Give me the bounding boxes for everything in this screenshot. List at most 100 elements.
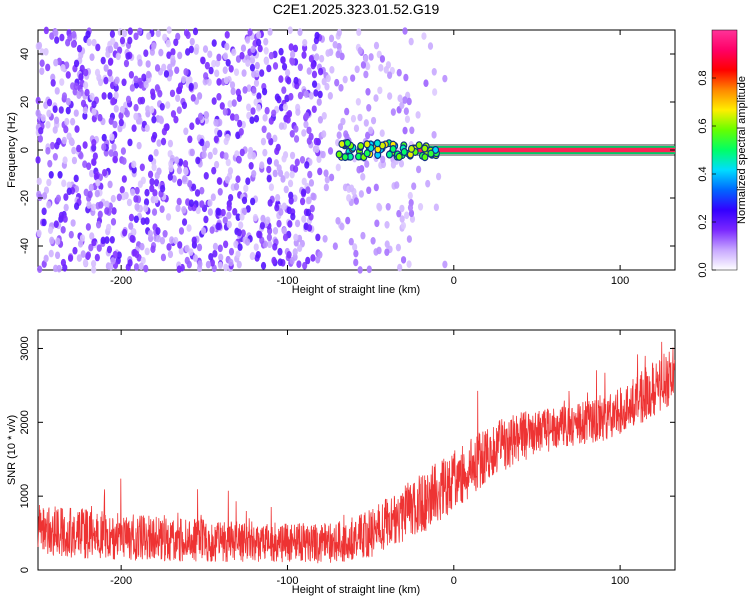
noise-cell (58, 106, 64, 114)
noise-cell (222, 52, 229, 61)
noise-cell (286, 251, 292, 259)
noise-cell (55, 194, 62, 203)
noise-cell (325, 74, 331, 83)
noise-cell (224, 42, 230, 51)
noise-cell (306, 224, 313, 232)
x-tick-label: -200 (110, 575, 132, 587)
noise-cell (231, 48, 237, 57)
noise-cell (321, 112, 327, 120)
noise-cell (170, 48, 176, 56)
noise-cell (373, 183, 379, 192)
noise-cell (166, 26, 172, 34)
noise-cell (268, 51, 274, 60)
noise-cell (303, 120, 309, 129)
noise-cell (340, 117, 346, 126)
noise-cell (52, 105, 58, 113)
noise-cell (293, 76, 299, 85)
noise-cell (211, 39, 217, 47)
noise-cell (36, 229, 42, 238)
noise-cell (134, 203, 140, 211)
x-tick-label: 0 (451, 575, 457, 587)
noise-cell (48, 170, 54, 179)
noise-cell (217, 187, 223, 196)
noise-cell (37, 135, 43, 143)
noise-cell (95, 220, 102, 229)
noise-cell (281, 62, 288, 71)
noise-cell (241, 196, 248, 205)
noise-cell (350, 74, 356, 82)
noise-cell (153, 148, 159, 157)
noise-cell (151, 115, 157, 124)
noise-cell (73, 59, 80, 68)
noise-cell (225, 158, 231, 167)
noise-cell (315, 233, 321, 242)
noise-cell (342, 75, 348, 84)
noise-cell (66, 181, 72, 190)
noise-cell (185, 31, 191, 39)
noise-cell (127, 259, 133, 267)
noise-cell (272, 134, 278, 143)
noise-cell (128, 213, 135, 222)
noise-cell (78, 73, 84, 81)
noise-cell (200, 227, 207, 235)
noise-cell (154, 64, 161, 72)
noise-cell (311, 43, 317, 52)
noise-cell (192, 27, 199, 36)
snr-x-label: Height of straight line (km) (292, 584, 420, 596)
noise-cell (208, 66, 214, 75)
noise-cell (402, 27, 408, 35)
noise-cell (384, 220, 390, 229)
noise-cell (183, 127, 189, 136)
noise-cell (399, 204, 405, 213)
spectrogram-y-ticks: -40 -20 0 20 40 (19, 48, 675, 254)
noise-cell (184, 244, 190, 253)
noise-cell (93, 172, 99, 181)
noise-cell (104, 207, 110, 215)
noise-cell (427, 42, 434, 50)
noise-cell (214, 59, 221, 68)
snr-y-ticks: 0 1000 2000 3000 (19, 336, 675, 573)
noise-cell (202, 45, 209, 53)
noise-cell (207, 208, 213, 216)
noise-cell (339, 222, 345, 231)
noise-cell (296, 260, 302, 269)
noise-cell (76, 91, 82, 99)
noise-cell (60, 226, 66, 234)
noise-cell (274, 147, 280, 156)
noise-cell (353, 249, 359, 258)
noise-cell (442, 74, 448, 83)
noise-cell (111, 207, 117, 215)
noise-cell (295, 108, 301, 116)
transition-cell (336, 151, 342, 158)
noise-cell (212, 249, 218, 258)
noise-cell (363, 119, 369, 127)
noise-cell (178, 158, 184, 166)
noise-cell (127, 138, 133, 147)
noise-cell (239, 213, 245, 221)
noise-cell (224, 31, 230, 39)
noise-cell (305, 256, 311, 265)
noise-cell (368, 53, 374, 61)
noise-cell (406, 260, 412, 268)
noise-cell (143, 80, 149, 89)
noise-cell (41, 192, 48, 200)
noise-cell (160, 253, 167, 262)
noise-cell (91, 158, 97, 166)
noise-cell (173, 115, 179, 124)
noise-cell (183, 167, 189, 176)
noise-cell (121, 29, 128, 38)
noise-cell (45, 121, 51, 129)
noise-cell (46, 98, 53, 107)
transition-cell (422, 154, 428, 160)
noise-cell (227, 100, 233, 108)
noise-cell (337, 123, 344, 131)
noise-cell (385, 61, 392, 69)
noise-cell (212, 147, 218, 156)
noise-cell (360, 61, 367, 69)
noise-cell (321, 77, 327, 86)
noise-cell (144, 124, 150, 132)
noise-cell (377, 86, 383, 95)
noise-cell (133, 103, 139, 112)
noise-cell (277, 258, 283, 267)
noise-cell (112, 155, 118, 164)
